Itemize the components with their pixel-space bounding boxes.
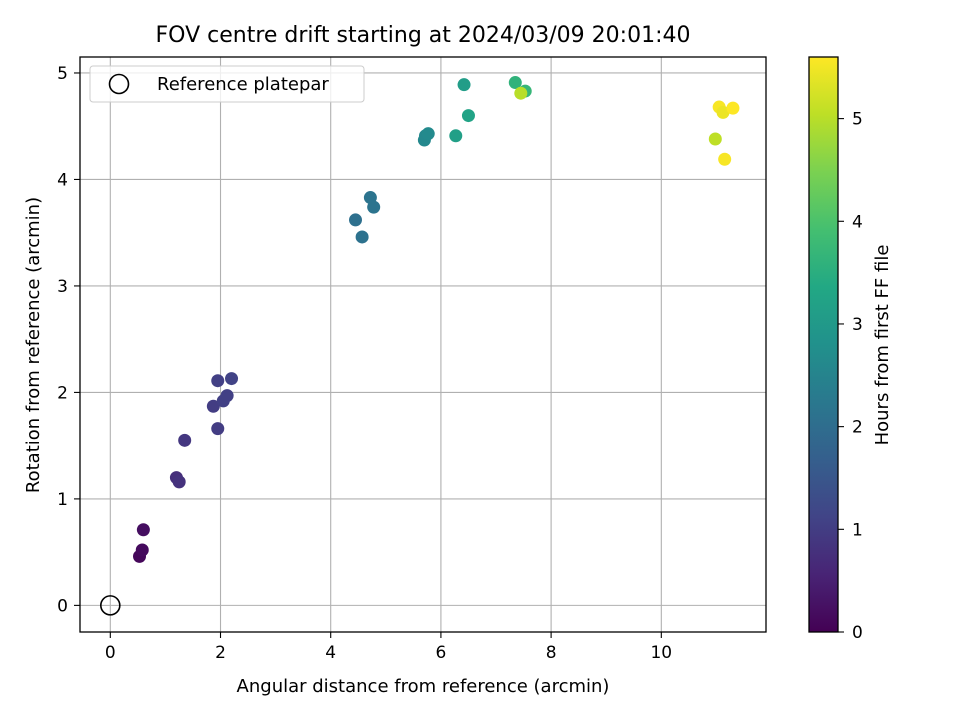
colorbar-tick-label: 0 xyxy=(852,623,863,643)
x-tick-label: 0 xyxy=(105,643,116,663)
data-point xyxy=(718,152,732,166)
colorbar-tick-label: 1 xyxy=(852,520,863,540)
legend: Reference platepar xyxy=(89,65,365,103)
data-point xyxy=(172,475,186,489)
data-point xyxy=(206,399,220,413)
data-point xyxy=(349,213,363,227)
data-point xyxy=(726,101,740,115)
data-point xyxy=(136,523,150,537)
x-tick-label: 2 xyxy=(215,643,226,663)
data-point xyxy=(225,372,239,386)
data-point xyxy=(220,389,234,403)
data-point xyxy=(367,200,381,214)
data-point xyxy=(508,76,522,90)
data-point xyxy=(449,129,463,143)
x-tick-label: 4 xyxy=(325,643,336,663)
colorbar: 0 1 2 3 4 5 Hours from first FF file xyxy=(808,56,893,643)
reference-marker xyxy=(100,595,121,616)
data-point xyxy=(135,543,149,557)
y-tick-label: 1 xyxy=(57,490,68,510)
y-tick-label: 0 xyxy=(57,596,68,616)
plot-frame xyxy=(79,56,767,633)
data-point xyxy=(421,127,435,141)
data-point xyxy=(211,374,225,388)
legend-marker-icon xyxy=(108,73,130,95)
scatter-points xyxy=(133,76,740,563)
colorbar-label: Hours from first FF file xyxy=(872,245,893,446)
data-point xyxy=(514,86,528,100)
data-point xyxy=(457,78,471,92)
colorbar-tick-label: 4 xyxy=(852,212,863,232)
x-axis-ticks: 0 2 4 6 8 10 xyxy=(105,632,672,663)
chart-title: FOV centre drift starting at 2024/03/09 … xyxy=(156,23,691,48)
colorbar-tick-label: 2 xyxy=(852,418,863,438)
colorbar-tick-label: 3 xyxy=(852,315,863,335)
y-tick-label: 4 xyxy=(57,170,68,190)
data-point xyxy=(461,109,475,123)
x-tick-label: 8 xyxy=(546,643,557,663)
y-axis-ticks: 0 1 2 3 4 5 xyxy=(57,64,80,616)
data-point xyxy=(211,422,225,436)
y-axis-label: Rotation from reference (arcmin) xyxy=(23,197,44,493)
colorbar-gradient xyxy=(808,56,839,633)
x-tick-label: 10 xyxy=(650,643,672,663)
colorbar-ticks: 0 1 2 3 4 5 xyxy=(838,110,863,643)
data-point xyxy=(355,230,369,244)
legend-box xyxy=(89,65,365,103)
data-point xyxy=(178,433,192,447)
colorbar-tick-label: 5 xyxy=(852,110,863,130)
y-tick-label: 3 xyxy=(57,277,68,297)
y-tick-label: 5 xyxy=(57,64,68,84)
legend-label: Reference platepar xyxy=(157,74,329,95)
x-axis-label: Angular distance from reference (arcmin) xyxy=(237,676,610,697)
x-tick-label: 6 xyxy=(435,643,446,663)
data-point xyxy=(716,105,730,119)
data-point xyxy=(708,132,722,146)
y-tick-label: 2 xyxy=(57,383,68,403)
